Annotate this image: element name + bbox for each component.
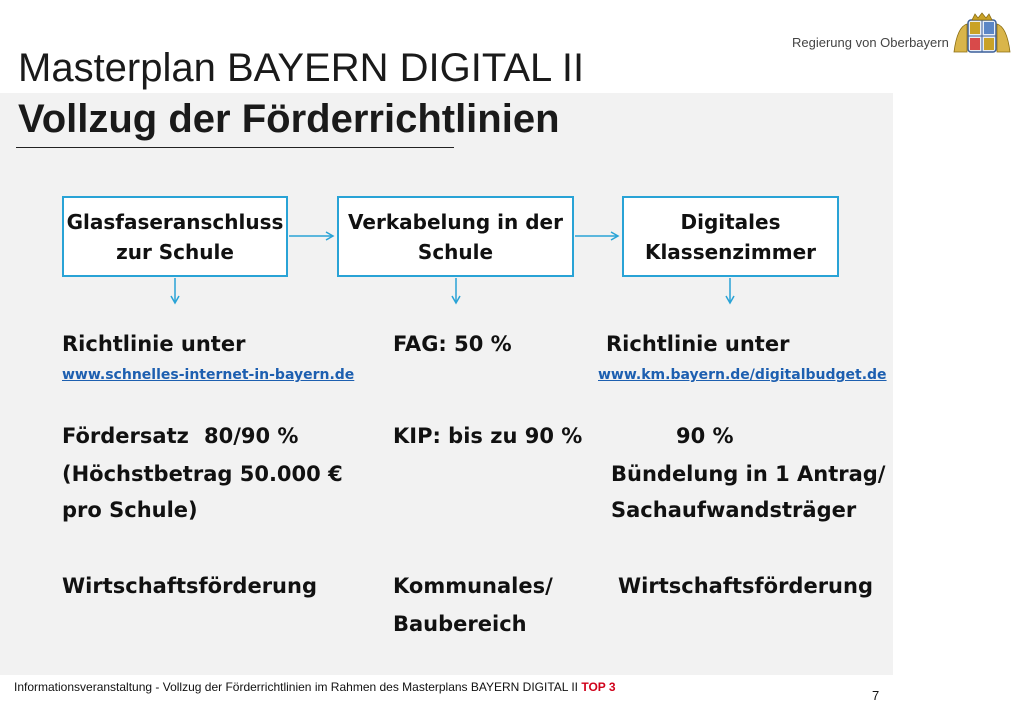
col2-kip: KIP: bis zu 90 % bbox=[393, 424, 583, 448]
col1-link[interactable]: www.schnelles-internet-in-bayern.de bbox=[62, 367, 355, 383]
col1-richtlinie: Richtlinie unter bbox=[62, 332, 246, 356]
col1-pro-schule: pro Schule) bbox=[62, 498, 198, 522]
footer-top-label: TOP 3 bbox=[581, 680, 616, 694]
flow-box-verkabelung: Verkabelung in der Schule bbox=[337, 196, 574, 277]
col1-bereich: Wirtschaftsförderung bbox=[62, 574, 317, 598]
page-subtitle: Vollzug der Förderrichtlinien bbox=[18, 97, 560, 141]
col3-link[interactable]: www.km.bayern.de/digitalbudget.de bbox=[598, 367, 887, 383]
org-name: Regierung von Oberbayern bbox=[792, 35, 949, 50]
page-title: Masterplan BAYERN DIGITAL II bbox=[18, 46, 585, 90]
col2-bereich-line2: Baubereich bbox=[393, 612, 527, 636]
title-divider bbox=[16, 147, 454, 148]
col1-foerdersatz-label: Fördersatz bbox=[62, 424, 189, 448]
footer-text: Informationsveranstaltung - Vollzug der … bbox=[14, 680, 616, 694]
flow-arrows bbox=[170, 231, 735, 305]
coat-of-arms-icon bbox=[953, 12, 1011, 53]
col1-hoechstbetrag: (Höchstbetrag 50.000 € bbox=[62, 462, 343, 486]
footer-description: Informationsveranstaltung - Vollzug der … bbox=[14, 680, 579, 694]
flow-box-klassenzimmer: Digitales Klassenzimmer bbox=[622, 196, 839, 277]
col3-buendelung: Bündelung in 1 Antrag/ bbox=[611, 462, 886, 486]
content-panel bbox=[0, 93, 893, 675]
flow-box-glasfaser: Glasfaseranschluss zur Schule bbox=[62, 196, 288, 277]
col1-foerdersatz-value: 80/90 % bbox=[204, 424, 299, 448]
col3-richtlinie: Richtlinie unter bbox=[606, 332, 790, 356]
col3-sachaufwand: Sachaufwandsträger bbox=[611, 498, 857, 522]
col2-bereich-line1: Kommunales/ bbox=[393, 574, 553, 598]
page-number: 7 bbox=[872, 688, 880, 703]
col3-bereich: Wirtschaftsförderung bbox=[618, 574, 873, 598]
col3-satz: 90 % bbox=[676, 424, 734, 448]
col2-fag: FAG: 50 % bbox=[393, 332, 512, 356]
